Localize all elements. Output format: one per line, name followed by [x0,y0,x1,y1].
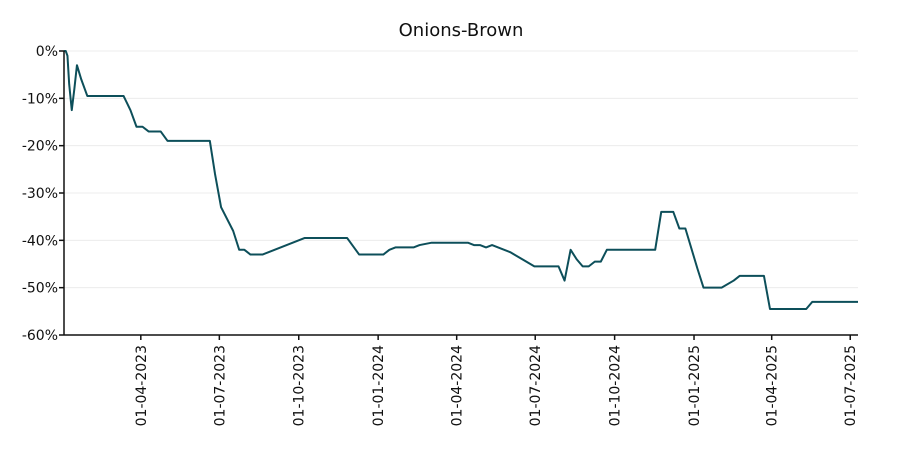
y-tick-label: -30% [22,186,58,202]
grid-layer [64,50,858,289]
y-tick-label: -50% [22,281,58,297]
y-axis-ticks: 0% -10% -20% -30% -40% -50% -60% [22,44,64,344]
y-tick-label: -40% [22,233,58,249]
x-tick-label: 01-07-2024 [528,345,544,426]
x-axis-ticks: 01-04-2023 01-07-2023 01-10-2023 01-01-2024… [134,335,859,426]
series-line [64,50,858,310]
x-tick-label: 01-04-2024 [450,345,466,426]
x-tick-label: 01-01-2024 [371,345,387,426]
x-tick-label: 01-07-2023 [212,345,228,426]
x-tick-label: 01-10-2024 [608,345,624,426]
y-tick-label: -60% [22,328,58,344]
x-tick-label: 01-07-2025 [843,345,859,426]
x-tick-label: 01-04-2025 [765,345,781,426]
x-tick-label: 01-04-2023 [134,345,150,426]
y-tick-label: -20% [22,139,58,155]
x-tick-label: 01-01-2025 [687,345,703,426]
x-tick-label: 01-10-2023 [292,345,308,426]
series-layer [64,50,858,310]
chart-title: Onions-Brown [399,20,524,41]
y-tick-label: -10% [22,91,58,107]
y-tick-label: 0% [36,44,58,60]
